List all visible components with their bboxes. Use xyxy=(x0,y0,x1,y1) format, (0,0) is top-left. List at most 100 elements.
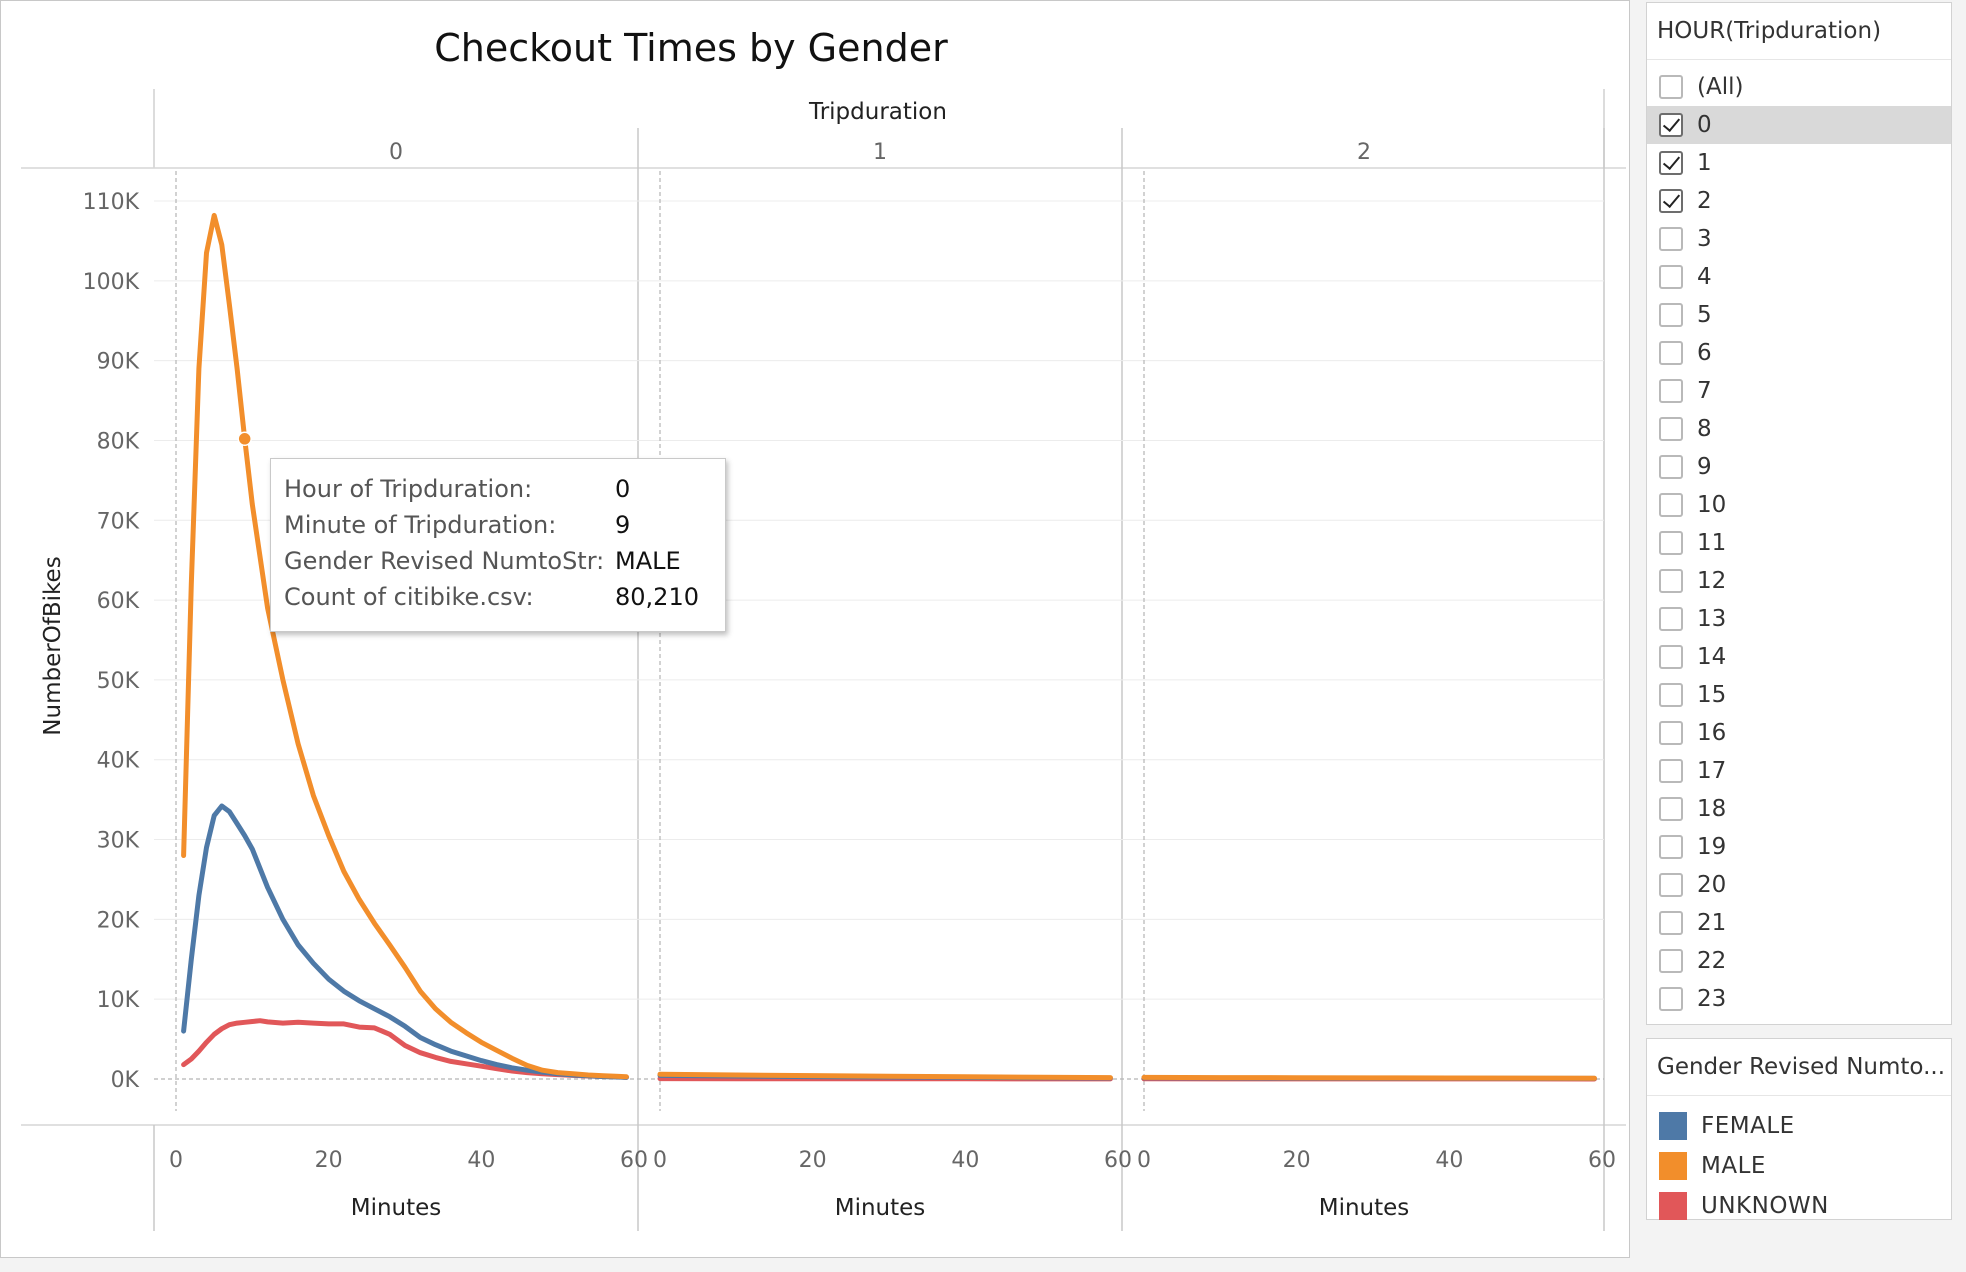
tooltip-row: Count of citibike.csv: 80,210 xyxy=(284,579,725,615)
filter-item-label: 17 xyxy=(1697,758,1727,784)
filter-item-label: 3 xyxy=(1697,226,1712,252)
y-tick-label: 60K xyxy=(97,589,140,614)
filter-checkbox[interactable] xyxy=(1659,379,1683,403)
hour-filter-panel: HOUR(Tripduration) (All) 0 1 2 3 4 5 6 7 8 9 10 11 12… xyxy=(1646,2,1952,1025)
y-axis-title: NumberOfBikes xyxy=(40,556,66,735)
y-tick-label: 70K xyxy=(97,509,140,534)
tooltip-label: Minute of Tripduration: xyxy=(284,511,557,539)
legend-label: UNKNOWN xyxy=(1701,1193,1829,1219)
x-tick-label: 40 xyxy=(951,1148,979,1173)
x-tick-label: 0 xyxy=(169,1148,183,1173)
filter-item-8[interactable]: 8 xyxy=(1647,410,1951,448)
filter-list: (All) 0 1 2 3 4 5 6 7 8 9 10 11 12 13 14 15 16 17 18 19 20 21 2… xyxy=(1647,68,1951,1018)
filter-checkbox[interactable] xyxy=(1659,531,1683,555)
filter-checkbox[interactable] xyxy=(1659,265,1683,289)
series-line-female-panel-0 xyxy=(181,803,629,1080)
filter-checkbox[interactable] xyxy=(1659,721,1683,745)
y-tick-label: 40K xyxy=(97,749,140,774)
filter-item-label: 6 xyxy=(1697,340,1712,366)
filter-checkbox[interactable] xyxy=(1659,873,1683,897)
x-axis-title: Minutes xyxy=(351,1195,442,1221)
tooltip-row: Gender Revised NumtoStr: MALE xyxy=(284,543,725,579)
filter-item-12[interactable]: 12 xyxy=(1647,562,1951,600)
filter-item-label: 9 xyxy=(1697,454,1712,480)
filter-item-14[interactable]: 14 xyxy=(1647,638,1951,676)
legend-item-male[interactable]: MALE xyxy=(1647,1146,1951,1186)
x-axis-title: Minutes xyxy=(835,1195,926,1221)
filter-checkbox[interactable] xyxy=(1659,455,1683,479)
filter-checkbox[interactable] xyxy=(1659,227,1683,251)
x-tick-label: 20 xyxy=(315,1148,343,1173)
filter-checkbox[interactable] xyxy=(1659,987,1683,1011)
filter-item-label: 5 xyxy=(1697,302,1712,328)
filter-item-21[interactable]: 21 xyxy=(1647,904,1951,942)
filter-item-5[interactable]: 5 xyxy=(1647,296,1951,334)
legend-item-unknown[interactable]: UNKNOWN xyxy=(1647,1186,1951,1226)
tooltip-value: 80,210 xyxy=(615,583,699,611)
filter-checkbox[interactable] xyxy=(1659,911,1683,935)
x-tick-label: 60 xyxy=(620,1148,648,1173)
filter-checkbox[interactable] xyxy=(1659,645,1683,669)
y-tick-label: 10K xyxy=(97,988,140,1013)
filter-item-20[interactable]: 20 xyxy=(1647,866,1951,904)
filter-item-2[interactable]: 2 xyxy=(1647,182,1951,220)
chart-title: Checkout Times by Gender xyxy=(434,26,948,70)
filter-item-label: 21 xyxy=(1697,910,1727,936)
data-tooltip: Hour of Tripduration: 0 Minute of Tripdura… xyxy=(270,458,726,632)
tooltip-value: MALE xyxy=(615,547,681,575)
filter-checkbox[interactable] xyxy=(1659,683,1683,707)
filter-item-label: 23 xyxy=(1697,986,1727,1012)
filter-item-10[interactable]: 10 xyxy=(1647,486,1951,524)
y-tick-label: 90K xyxy=(97,350,140,375)
filter-item-4[interactable]: 4 xyxy=(1647,258,1951,296)
x-tick-label: 0 xyxy=(653,1148,667,1173)
filter-item-6[interactable]: 6 xyxy=(1647,334,1951,372)
legend-item-female[interactable]: FEMALE xyxy=(1647,1106,1951,1146)
filter-item-22[interactable]: 22 xyxy=(1647,942,1951,980)
series-line-male-panel-0 xyxy=(181,212,629,1080)
filter-item-19[interactable]: 19 xyxy=(1647,828,1951,866)
filter-item-13[interactable]: 13 xyxy=(1647,600,1951,638)
filter-item-18[interactable]: 18 xyxy=(1647,790,1951,828)
filter-checkbox[interactable] xyxy=(1659,113,1683,137)
y-tick-label: 20K xyxy=(97,908,140,933)
filter-checkbox[interactable] xyxy=(1659,303,1683,327)
filter-checkbox[interactable] xyxy=(1659,569,1683,593)
filter-item-label: 4 xyxy=(1697,264,1712,290)
filter-checkbox[interactable] xyxy=(1659,417,1683,441)
filter-checkbox[interactable] xyxy=(1659,189,1683,213)
filter-checkbox[interactable] xyxy=(1659,493,1683,517)
filter-item-11[interactable]: 11 xyxy=(1647,524,1951,562)
filter-item-label: 7 xyxy=(1697,378,1712,404)
y-tick-label: 50K xyxy=(97,669,140,694)
filter-item-label: 16 xyxy=(1697,720,1727,746)
filter-checkbox[interactable] xyxy=(1659,75,1683,99)
filter-item-all[interactable]: (All) xyxy=(1647,68,1951,106)
filter-item-label: 8 xyxy=(1697,416,1712,442)
filter-item-23[interactable]: 23 xyxy=(1647,980,1951,1018)
y-tick-label: 80K xyxy=(97,429,140,454)
filter-checkbox[interactable] xyxy=(1659,607,1683,631)
filter-item-label: 22 xyxy=(1697,948,1727,974)
filter-checkbox[interactable] xyxy=(1659,835,1683,859)
panel-header-2: 2 xyxy=(1357,140,1371,165)
legend-swatch xyxy=(1659,1152,1687,1180)
filter-item-3[interactable]: 3 xyxy=(1647,220,1951,258)
filter-item-15[interactable]: 15 xyxy=(1647,676,1951,714)
filter-title: HOUR(Tripduration) xyxy=(1647,3,1951,60)
filter-item-9[interactable]: 9 xyxy=(1647,448,1951,486)
y-tick-label: 110K xyxy=(83,190,140,215)
filter-checkbox[interactable] xyxy=(1659,759,1683,783)
filter-item-16[interactable]: 16 xyxy=(1647,714,1951,752)
filter-item-0[interactable]: 0 xyxy=(1647,106,1951,144)
filter-checkbox[interactable] xyxy=(1659,151,1683,175)
filter-item-label: 0 xyxy=(1697,112,1712,138)
filter-item-17[interactable]: 17 xyxy=(1647,752,1951,790)
filter-checkbox[interactable] xyxy=(1659,341,1683,365)
filter-item-7[interactable]: 7 xyxy=(1647,372,1951,410)
filter-item-label: 2 xyxy=(1697,188,1712,214)
filter-checkbox[interactable] xyxy=(1659,949,1683,973)
filter-item-1[interactable]: 1 xyxy=(1647,144,1951,182)
filter-checkbox[interactable] xyxy=(1659,797,1683,821)
